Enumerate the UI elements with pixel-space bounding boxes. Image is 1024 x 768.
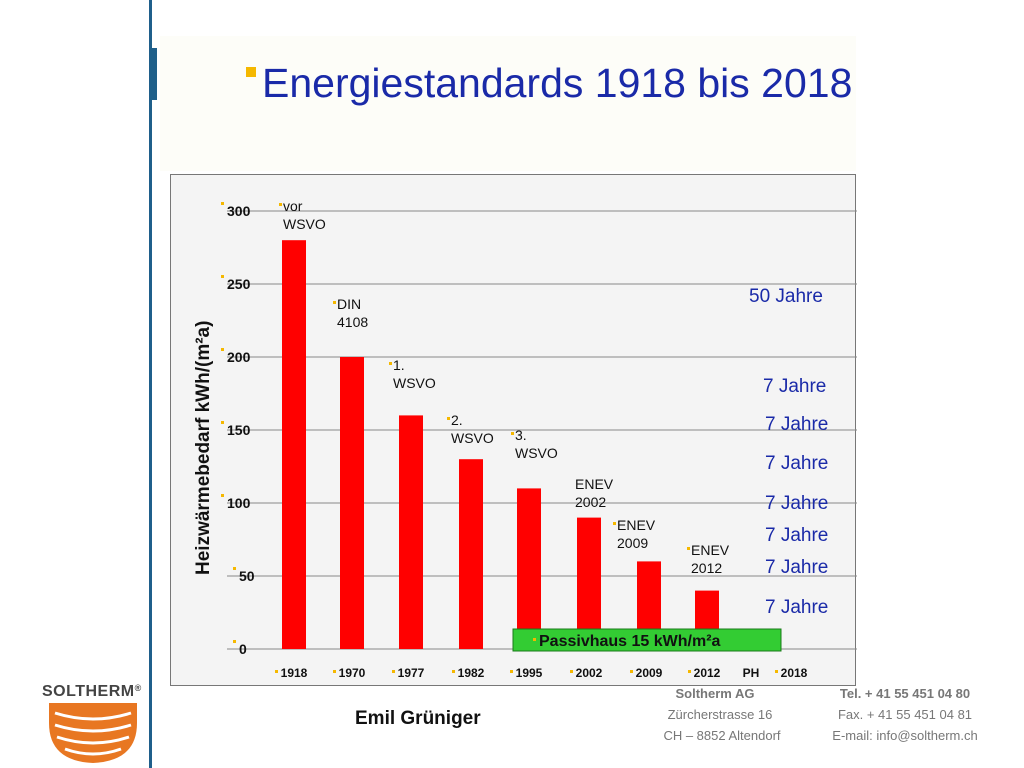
soltherm-logo-icon [49, 703, 137, 763]
footer-phone: Tel. + 41 55 451 04 80 [839, 686, 971, 701]
bar-1918 [282, 240, 306, 649]
y-tick-label: 150 [227, 422, 251, 438]
duration-label: 7 Jahre [765, 525, 828, 546]
duration-label: 7 Jahre [765, 597, 828, 618]
y-tick-bullet-icon [233, 640, 236, 643]
bar-1982 [459, 459, 483, 649]
y-tick-bullet-icon [221, 494, 224, 497]
passivhaus-bullet-icon [533, 638, 536, 641]
x-tick-label: PH [743, 666, 760, 680]
x-tick-label: 1982 [458, 666, 485, 680]
title-bullet-icon [246, 67, 256, 78]
footer-city: CH – 8852 Altendorf [663, 728, 781, 743]
bar-label-bullet-icon [613, 522, 616, 525]
bar-label: 2002 [575, 494, 606, 510]
x-tick-label: 1995 [516, 666, 543, 680]
logo-name: SOLTHERM [42, 683, 135, 700]
bar-label: 4108 [337, 314, 368, 330]
logo-registered-mark: ® [134, 683, 142, 693]
y-tick-label: 50 [239, 568, 255, 584]
frame-accent-bar [150, 48, 157, 100]
chart-area: 300 250 200 150 100 50 0 Heizwärmebedarf kWh/(m… [170, 174, 857, 686]
footer-email[interactable]: E-mail: info@soltherm.ch [832, 728, 978, 743]
bar-label-bullet-icon [447, 417, 450, 420]
duration-label: 7 Jahre [765, 453, 828, 474]
footer-fax: Fax. + 41 55 451 04 81 [837, 707, 973, 722]
x-tick-bullet-icon [333, 670, 336, 673]
x-tick-label: 2002 [576, 666, 603, 680]
y-tick-label: 200 [227, 349, 251, 365]
x-tick-bullet-icon [452, 670, 455, 673]
x-tick-bullet-icon [630, 670, 633, 673]
duration-label: 50 Jahre [749, 286, 823, 307]
duration-label: 7 Jahre [765, 557, 828, 578]
bar-1970 [340, 357, 364, 649]
slide-title: Energiestandards 1918 bis 2018 [246, 58, 852, 108]
bar-label: vor [283, 198, 303, 214]
x-tick-label: 1977 [398, 666, 425, 680]
y-tick-label: 250 [227, 276, 251, 292]
bar-label-bullet-icon [687, 547, 690, 550]
y-tick-bullet-icon [221, 275, 224, 278]
footer-street: Zürcherstrasse 16 [667, 707, 773, 722]
soltherm-logo-text: SOLTHERM® [42, 683, 142, 701]
bar-label: WSVO [283, 216, 326, 232]
x-tick-bullet-icon [392, 670, 395, 673]
bar-label: 2009 [617, 535, 648, 551]
left-frame [0, 0, 152, 768]
bar-1977 [399, 415, 423, 649]
bar-label: 1. [393, 357, 405, 373]
y-tick-label: 100 [227, 495, 251, 511]
duration-label: 7 Jahre [763, 376, 826, 397]
x-tick-label: 1970 [339, 666, 366, 680]
author-name: Emil Grüniger [355, 708, 481, 729]
bar-label: ENEV [575, 476, 614, 492]
passivhaus-banner [512, 628, 782, 652]
y-tick-bullet-icon [221, 348, 224, 351]
x-tick-bullet-icon [775, 670, 778, 673]
bar-label-bullet-icon [333, 301, 336, 304]
y-tick-label: 300 [227, 203, 251, 219]
bar-label: DIN [337, 296, 361, 312]
bar-label-bullet-icon [279, 203, 282, 206]
bar-label: ENEV [691, 542, 730, 558]
bar-label: WSVO [393, 375, 436, 391]
x-tick-label: 2012 [694, 666, 721, 680]
y-tick-label: 0 [239, 641, 247, 657]
bar-label: 2012 [691, 560, 722, 576]
x-tick-label: 2018 [781, 666, 808, 680]
y-tick-bullet-icon [233, 567, 236, 570]
bar-label: ENEV [617, 517, 656, 533]
x-tick-bullet-icon [275, 670, 278, 673]
x-tick-label: 1918 [281, 666, 308, 680]
bar-label-bullet-icon [389, 362, 392, 365]
bar-label: WSVO [515, 445, 558, 461]
duration-label: 7 Jahre [765, 493, 828, 514]
y-axis-label: Heizwärmebedarf kWh/(m²a) [193, 321, 214, 575]
passivhaus-label: Passivhaus 15 kWh/m²a [539, 633, 721, 650]
slide-title-text: Energiestandards 1918 bis 2018 [262, 60, 853, 106]
bar-label-bullet-icon [511, 432, 514, 435]
bar-label: 2. [451, 412, 463, 428]
footer-company: Soltherm AG [675, 686, 755, 701]
y-tick-bullet-icon [221, 202, 224, 205]
x-tick-label: 2009 [636, 666, 663, 680]
bar-label: WSVO [451, 430, 494, 446]
bar-chart: 300 250 200 150 100 50 0 Heizwärmebedarf kWh/(m… [193, 198, 857, 680]
x-tick-bullet-icon [510, 670, 513, 673]
bar-2002 [577, 517, 601, 649]
bar-1995 [517, 488, 541, 649]
bar-label: 3. [515, 427, 527, 443]
x-tick-bullet-icon [570, 670, 573, 673]
duration-label: 7 Jahre [765, 414, 828, 435]
y-tick-bullet-icon [221, 421, 224, 424]
x-tick-bullet-icon [688, 670, 691, 673]
title-area [160, 36, 856, 171]
